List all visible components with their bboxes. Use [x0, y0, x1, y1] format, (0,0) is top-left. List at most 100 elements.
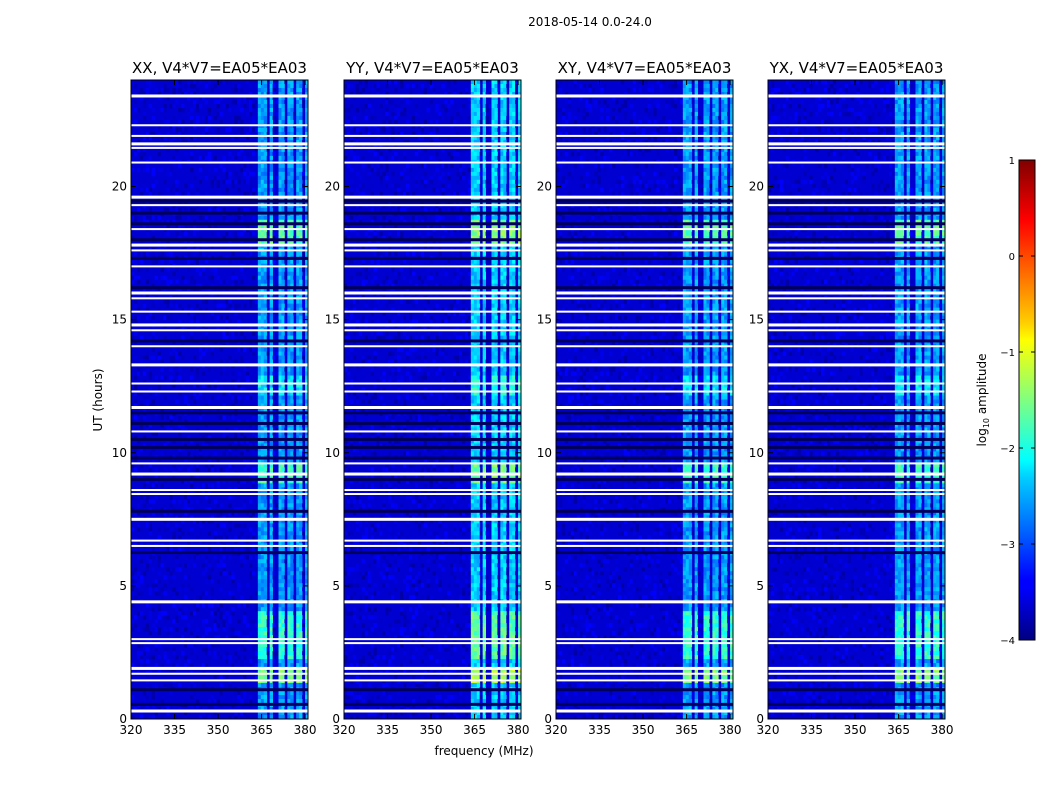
heatmap-cell [243, 615, 247, 620]
heatmap-cell [142, 415, 147, 420]
heatmap-cell [287, 283, 291, 289]
heatmap-cell [299, 463, 303, 468]
heatmap-cell [287, 583, 291, 588]
heatmap-cell [139, 371, 144, 376]
heatmap-cell [491, 119, 495, 125]
heatmap-cell [284, 431, 288, 436]
heatmap-cell [296, 95, 300, 101]
heatmap-cell [142, 663, 147, 668]
heatmap-cell [237, 99, 241, 105]
heatmap-cell [237, 523, 241, 528]
heatmap-cell [263, 359, 268, 364]
heatmap-cell [190, 107, 194, 113]
heatmap-cell [225, 299, 229, 305]
heatmap-cell [299, 91, 303, 97]
heatmap-cell [272, 651, 276, 656]
heatmap-cell [302, 451, 306, 456]
heatmap-cell [160, 167, 164, 173]
heatmap-cell [488, 87, 492, 93]
heatmap-cell [260, 163, 265, 169]
heatmap-cell [166, 219, 170, 225]
heatmap-cell [290, 571, 294, 576]
heatmap-cell [299, 407, 303, 412]
heatmap-cell [139, 447, 144, 452]
heatmap-cell [160, 415, 164, 420]
heatmap-cell [296, 283, 300, 289]
heatmap-cell [281, 579, 285, 584]
heatmap-cell [169, 167, 173, 173]
heatmap-cell [296, 631, 300, 636]
heatmap-cell [278, 87, 282, 93]
heatmap-cell [269, 143, 273, 149]
heatmap-cell [192, 287, 197, 293]
heatmap-cell [281, 443, 285, 448]
heatmap-cell [213, 99, 217, 105]
heatmap-cell [296, 279, 300, 285]
heatmap-cell [269, 175, 273, 181]
heatmap-cell [263, 583, 268, 588]
heatmap-cell [222, 331, 226, 336]
heatmap-cell [293, 431, 297, 436]
heatmap-cell [133, 299, 138, 305]
heatmap-cell [263, 623, 268, 628]
heatmap-cell [251, 235, 256, 241]
heatmap-cell [163, 115, 167, 121]
heatmap-cell [275, 643, 279, 648]
heatmap-cell [172, 355, 176, 360]
heatmap-cell [260, 479, 265, 484]
heatmap-cell [148, 503, 153, 508]
heatmap-cell [305, 115, 309, 121]
heatmap-cell [142, 99, 147, 105]
heatmap-cell [299, 207, 303, 213]
heatmap-cell [169, 547, 173, 552]
heatmap-cell [281, 379, 285, 384]
heatmap-cell [305, 463, 309, 468]
heatmap-cell [131, 603, 135, 608]
heatmap-cell [175, 635, 179, 640]
heatmap-cell [243, 619, 247, 624]
heatmap-cell [263, 275, 268, 281]
heatmap-cell [257, 583, 262, 588]
heatmap-cell [184, 379, 188, 384]
heatmap-cell [269, 515, 273, 520]
heatmap-cell [139, 683, 144, 688]
heatmap-cell [263, 127, 268, 133]
heatmap-cell [178, 311, 182, 317]
heatmap-cell [192, 391, 197, 396]
heatmap-cell [154, 683, 158, 688]
heatmap-cell [302, 547, 306, 552]
heatmap-cell [136, 447, 141, 452]
heatmap-cell [219, 315, 223, 321]
heatmap-cell [299, 111, 303, 117]
heatmap-cell [278, 647, 282, 652]
heatmap-cell [181, 635, 185, 640]
heatmap-cell [260, 375, 265, 380]
heatmap-cell [278, 303, 282, 309]
heatmap-cell [225, 635, 229, 640]
heatmap-cell [281, 691, 285, 696]
heatmap-cell [151, 591, 155, 596]
heatmap-cell [287, 639, 291, 644]
heatmap-cell [272, 87, 276, 93]
heatmap-cell [254, 503, 259, 508]
heatmap-cell [190, 559, 194, 564]
heatmap-cell [503, 87, 507, 93]
heatmap-cell [178, 111, 182, 117]
heatmap-cell [131, 567, 135, 572]
heatmap-cell [184, 499, 188, 504]
heatmap-cell [210, 179, 214, 185]
heatmap-cell [240, 607, 244, 612]
heatmap-cell [287, 251, 291, 257]
heatmap-cell [257, 643, 262, 648]
heatmap-cell [234, 535, 238, 540]
heatmap-cell [195, 167, 200, 173]
heatmap-cell [263, 355, 268, 360]
heatmap-cell [260, 80, 265, 85]
heatmap-cell [470, 83, 475, 89]
heatmap-cell [275, 111, 279, 117]
heatmap-cell [181, 523, 185, 528]
heatmap-cell [246, 547, 250, 552]
heatmap-cell [184, 151, 188, 157]
heatmap-cell [175, 267, 179, 273]
heatmap-cell [207, 603, 212, 608]
